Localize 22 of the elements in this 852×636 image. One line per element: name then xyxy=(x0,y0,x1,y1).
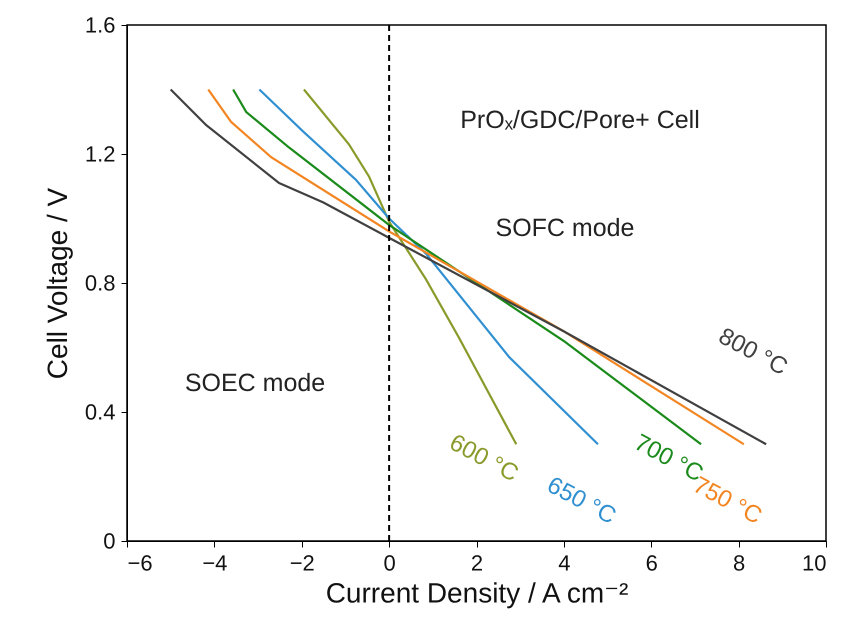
annotation: SOEC mode xyxy=(184,369,326,397)
y-tick-label: 1.6 xyxy=(84,12,116,38)
y-tick-label: 0.4 xyxy=(84,400,116,424)
y-tick-label: 0.8 xyxy=(84,270,116,296)
x-tick-label: 10 xyxy=(802,550,826,576)
x-tick-label: 6 xyxy=(646,550,658,576)
y-axis-title: Cell Voltage / V xyxy=(42,187,73,380)
x-tick-label: 4 xyxy=(558,550,570,576)
x-tick-label: 0 xyxy=(384,550,396,576)
x-tick-label: −4 xyxy=(202,550,228,576)
x-tick-label: 2 xyxy=(470,550,484,576)
text: 800 °C xyxy=(714,322,792,381)
y-tick-label: 1.2 xyxy=(84,142,116,166)
annotation: PrOₓ/GDC/Pore+ Cell xyxy=(460,106,700,134)
x-axis-title: Current Density / A cm⁻² xyxy=(326,578,628,608)
annotation: SOFC mode xyxy=(496,214,634,242)
text: 650 °C xyxy=(542,471,620,530)
x-tick-label: −6 xyxy=(128,550,153,576)
x-tick-label: −2 xyxy=(290,550,315,576)
y-tick-label: 0 xyxy=(103,528,116,554)
text: 600 °C xyxy=(445,428,523,488)
x-tick-label: 8 xyxy=(733,550,746,576)
